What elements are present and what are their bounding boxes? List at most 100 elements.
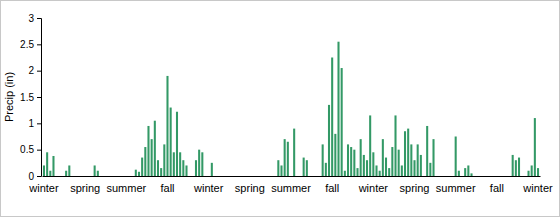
bar	[151, 139, 153, 176]
tick-label: winter	[193, 182, 224, 194]
bar	[271, 176, 273, 177]
bar	[369, 115, 371, 176]
tick-label: fall	[325, 182, 339, 194]
bar	[204, 176, 206, 177]
bar	[455, 137, 457, 177]
bar	[293, 129, 295, 176]
y-axis-title: Precip (in)	[3, 72, 15, 122]
bar	[68, 165, 70, 176]
tick-label: winter	[522, 182, 553, 194]
bar	[445, 176, 447, 177]
bar	[413, 160, 415, 176]
bar	[341, 68, 343, 176]
bar	[505, 176, 507, 177]
bar	[125, 176, 127, 177]
bar	[223, 176, 225, 177]
bar	[477, 176, 479, 177]
bar	[116, 176, 118, 177]
bar	[337, 42, 339, 176]
bar	[239, 176, 241, 177]
bar	[84, 176, 86, 177]
bar	[458, 171, 460, 176]
bar	[429, 163, 431, 176]
bar	[299, 176, 301, 177]
bar	[398, 150, 400, 176]
axis-line	[43, 176, 541, 177]
bar	[182, 160, 184, 176]
bar	[502, 176, 504, 177]
bar	[185, 165, 187, 176]
bar	[531, 165, 533, 176]
bar	[360, 139, 362, 176]
bar	[208, 176, 210, 177]
tick-label: fall	[490, 182, 504, 194]
bar	[179, 152, 181, 176]
tick: 2	[28, 65, 41, 76]
bar	[106, 176, 108, 177]
bar	[331, 58, 333, 177]
bar	[318, 176, 320, 177]
tick-label: 2.5	[20, 39, 34, 50]
bar	[100, 176, 102, 177]
bar	[515, 160, 517, 176]
bar	[217, 176, 219, 177]
bar	[236, 176, 238, 177]
bar	[347, 144, 349, 176]
bar	[265, 176, 267, 177]
bar	[113, 176, 115, 177]
bar	[128, 176, 130, 177]
bar	[258, 176, 260, 177]
bar	[366, 160, 368, 176]
bar	[157, 160, 159, 176]
bar	[59, 176, 61, 177]
bar	[325, 163, 327, 176]
chart: 00.511.522.53winterspringsummerfallwinte…	[0, 0, 560, 217]
bar	[451, 176, 453, 177]
tick: spring	[70, 176, 100, 194]
bar	[379, 171, 381, 176]
tick-label: spring	[400, 182, 430, 194]
bar	[442, 176, 444, 177]
bar	[201, 152, 203, 176]
bar	[306, 160, 308, 176]
tick-mark	[37, 71, 41, 72]
bar	[173, 152, 175, 176]
bar	[87, 176, 89, 177]
bar	[56, 176, 58, 177]
bar	[147, 126, 149, 176]
bar	[49, 171, 51, 176]
bar	[189, 176, 191, 177]
bar	[284, 139, 286, 176]
bar	[246, 176, 248, 177]
bar	[103, 176, 105, 177]
bar	[220, 176, 222, 177]
bar	[534, 118, 536, 176]
axis-line	[37, 19, 42, 177]
bar	[81, 176, 83, 177]
bar	[65, 171, 67, 176]
bar	[170, 108, 172, 176]
bar	[401, 165, 403, 176]
bar	[328, 105, 330, 176]
bar	[350, 147, 352, 176]
tick: 3	[28, 13, 41, 24]
tick: summer	[106, 176, 146, 194]
bar	[493, 176, 495, 177]
tick: fall	[325, 176, 339, 194]
bar	[90, 176, 92, 177]
bar	[524, 176, 526, 177]
bar	[119, 176, 121, 177]
plot-area	[43, 42, 539, 176]
tick: spring	[235, 176, 265, 194]
tick: 0.5	[20, 144, 41, 155]
bar	[274, 176, 276, 177]
bar	[512, 155, 514, 176]
bar	[227, 176, 229, 177]
bar	[97, 171, 99, 176]
tick-label: summer	[436, 182, 476, 194]
bar	[499, 176, 501, 177]
bar	[309, 176, 311, 177]
bar	[280, 165, 282, 176]
tick-mark	[37, 176, 41, 177]
bar	[94, 165, 96, 176]
